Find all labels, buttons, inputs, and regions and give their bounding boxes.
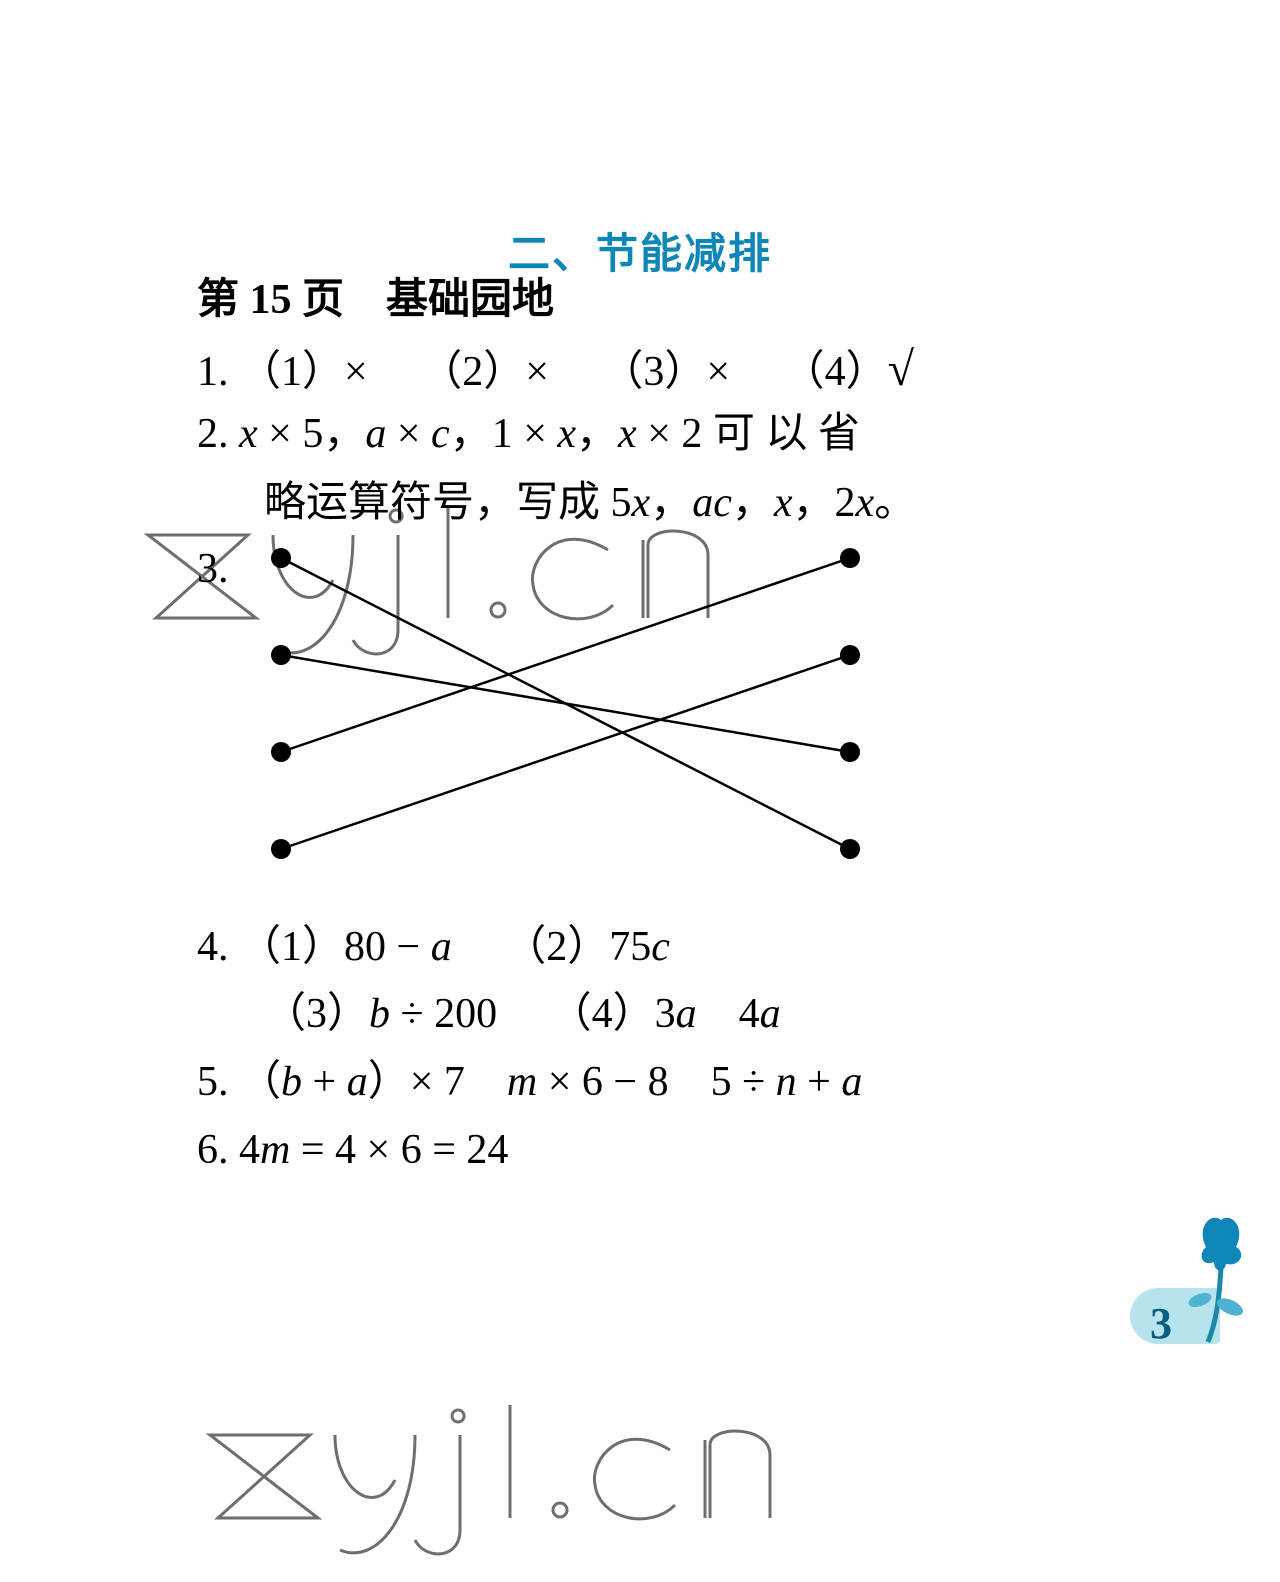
q6-text: = 4 × 6 = 24 bbox=[290, 1127, 508, 1173]
q2b-text: ， bbox=[650, 480, 692, 526]
question-1: 1. （1）× （2）× （3）× （4）√ bbox=[197, 346, 914, 394]
q4-p3-label: （3） bbox=[264, 991, 369, 1037]
q2-text: ， bbox=[576, 411, 618, 457]
q2-text: × 2 可 以 省 bbox=[637, 411, 860, 457]
q2b-text: 。 bbox=[874, 480, 916, 526]
q5-open: （ bbox=[239, 1059, 281, 1105]
q2b-text: ，2 bbox=[793, 480, 856, 526]
q4-p3-rest: ÷ 200 bbox=[390, 991, 497, 1037]
q5-var: a bbox=[841, 1059, 862, 1105]
q4-number: 4. bbox=[197, 924, 229, 970]
question-6: 6. 4m = 4 × 6 = 24 bbox=[197, 1129, 508, 1171]
q6-text: 4 bbox=[229, 1127, 261, 1173]
q1-part4-label: （4） bbox=[783, 349, 888, 395]
q6-number: 6. bbox=[197, 1127, 229, 1173]
q5-var: m bbox=[507, 1059, 537, 1105]
question-2-line-1: 2. x × 5，a × c，1 × x，x × 2 可 以 省 bbox=[197, 413, 860, 455]
q4-var: b bbox=[369, 991, 390, 1037]
q2b-text: ， bbox=[732, 480, 774, 526]
q1-number: 1. bbox=[197, 349, 229, 395]
q5-var: a bbox=[347, 1059, 368, 1105]
q2b-var: c bbox=[713, 480, 732, 526]
q4-p1-label: （1）80 − bbox=[239, 924, 431, 970]
q2b-var: a bbox=[692, 480, 713, 526]
checkmark-icon: √ bbox=[888, 343, 914, 396]
q2-var: c bbox=[431, 411, 450, 457]
q4-var: a bbox=[431, 924, 452, 970]
flower-icon bbox=[1186, 1212, 1256, 1352]
q2-var: x bbox=[239, 411, 258, 457]
q5-number: 5. bbox=[197, 1059, 229, 1105]
q1-part3: （3）× bbox=[601, 349, 730, 395]
q2-text: × 5， bbox=[258, 411, 366, 457]
watermark-bottom bbox=[200, 1400, 960, 1560]
q1-part2: （2）× bbox=[420, 349, 549, 395]
q4-p4-label: （4）3 bbox=[550, 991, 676, 1037]
q2b-var: x bbox=[632, 480, 651, 526]
q5-var: b bbox=[281, 1059, 302, 1105]
q4-var: a bbox=[760, 991, 781, 1037]
q5-var: n bbox=[776, 1059, 797, 1105]
q2b-var: x bbox=[774, 480, 793, 526]
q4-var: a bbox=[676, 991, 697, 1037]
q2-var: x bbox=[557, 411, 576, 457]
q6-var: m bbox=[260, 1127, 290, 1173]
section-title: 二、节能减排 bbox=[0, 220, 1280, 281]
q5-text: + bbox=[797, 1059, 842, 1105]
q2-var: x bbox=[618, 411, 637, 457]
question-4-line-1: 4. （1）80 − a （2）75c bbox=[197, 926, 670, 968]
page-root: 二、节能减排 第 15 页 基础园地 1. （1）× （2）× （3）× （4）… bbox=[0, 0, 1280, 1582]
q5-text: ）× 7 bbox=[368, 1059, 507, 1105]
q1-part1: （1）× bbox=[239, 349, 368, 395]
page-number: 3 bbox=[1150, 1298, 1172, 1349]
q2b-var: x bbox=[856, 480, 875, 526]
matching-diagram bbox=[257, 536, 883, 916]
q5-text: × 6 − 8 5 ÷ bbox=[537, 1059, 775, 1105]
q5-text: + bbox=[302, 1059, 347, 1105]
q2-number: 2. bbox=[197, 411, 229, 457]
q2-text: × bbox=[386, 411, 431, 457]
subheading: 第 15 页 基础园地 bbox=[197, 279, 554, 321]
q2-var: a bbox=[365, 411, 386, 457]
question-5: 5. （b + a）× 7 m × 6 − 8 5 ÷ n + a bbox=[197, 1061, 862, 1103]
question-2-line-2: 略运算符号，写成 5x，ac，x，2x。 bbox=[264, 482, 916, 524]
q4-p4-sep: 4 bbox=[697, 991, 760, 1037]
q4-p2-label: （2）75 bbox=[504, 924, 651, 970]
question-3-number: 3. bbox=[197, 548, 229, 590]
q4-var: c bbox=[651, 924, 670, 970]
q2b-text: 略运算符号，写成 5 bbox=[264, 480, 632, 526]
q2-text: ，1 × bbox=[450, 411, 558, 457]
question-4-line-2: （3）b ÷ 200 （4）3a 4a bbox=[264, 993, 781, 1035]
